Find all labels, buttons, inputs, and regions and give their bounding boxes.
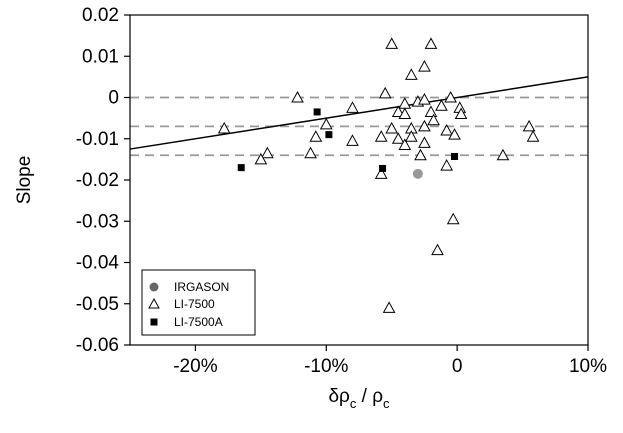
point-li7500 <box>418 136 431 148</box>
point-li7500 <box>309 130 323 142</box>
y-tick-label: -0.06 <box>76 335 119 356</box>
point-li7500 <box>454 107 468 119</box>
fit-line <box>129 76 589 150</box>
x-tick-label: 0 <box>452 356 463 377</box>
point-li7500 <box>374 130 388 142</box>
point-li7500 <box>378 86 392 99</box>
fit-line-group <box>129 76 589 150</box>
point-li7500 <box>522 119 536 132</box>
point-li7500 <box>391 132 405 144</box>
point-li7500 <box>391 105 405 117</box>
y-axis: 0.02 0.01 0 -0.01 -0.02 -0.03 -0.04 -0.05 -0.06 <box>76 5 130 356</box>
y-tick-label: 0.01 <box>82 46 119 67</box>
point-li7500 <box>385 37 399 49</box>
point-li7500 <box>435 99 448 111</box>
point-li7500 <box>304 146 317 159</box>
point-li7500a <box>451 152 459 160</box>
point-li7500 <box>440 123 454 136</box>
point-li7500 <box>404 68 418 80</box>
point-li7500 <box>444 90 457 103</box>
x-axis-label-numerator: δρ <box>328 386 350 407</box>
legend-marker-irgason <box>149 282 159 292</box>
x-tick-label: 10% <box>569 356 607 377</box>
point-li7500 <box>414 148 427 161</box>
x-tick-label: -10% <box>304 356 348 377</box>
point-li7500a <box>325 131 333 139</box>
point-li7500 <box>385 121 399 134</box>
point-li7500 <box>261 146 274 159</box>
legend: IRGASON LI-7500 LI-7500A <box>141 269 256 336</box>
x-axis-label-sub2: c <box>383 396 390 411</box>
point-li7500 <box>374 167 388 179</box>
legend-label-li7500a: LI-7500A <box>174 315 223 329</box>
point-li7500 <box>448 128 461 140</box>
x-axis-label-divider: / ρ <box>356 386 383 407</box>
x-axis-label-sub1: c <box>350 396 357 411</box>
point-li7500 <box>346 134 359 146</box>
point-li7500 <box>418 93 431 105</box>
point-li7500 <box>398 107 412 119</box>
point-li7500 <box>431 243 444 256</box>
legend-marker-li7500 <box>148 297 160 309</box>
legend-label-li7500: LI-7500 <box>174 297 215 311</box>
point-li7500 <box>424 37 438 49</box>
y-axis-label: Slope <box>14 156 35 205</box>
point-li7500 <box>404 130 418 142</box>
point-li7500 <box>496 148 510 161</box>
point-li7500 <box>346 101 359 113</box>
point-li7500 <box>418 60 431 72</box>
point-li7500 <box>319 117 333 130</box>
point-li7500 <box>427 113 440 126</box>
y-tick-label: 0.02 <box>82 5 119 26</box>
point-li7500 <box>382 301 396 313</box>
point-li7500a <box>237 164 245 172</box>
y-tick-label: -0.03 <box>76 211 119 232</box>
point-li7500a <box>313 108 321 116</box>
y-tick-label: 0 <box>108 88 119 109</box>
x-axis: -20% -10% 0 10% <box>173 345 607 377</box>
point-irgason <box>412 168 423 179</box>
point-li7500 <box>418 119 431 132</box>
point-li7500 <box>398 138 412 150</box>
legend-box <box>141 269 256 336</box>
legend-label-irgason: IRGASON <box>174 280 229 294</box>
data-points <box>217 37 540 313</box>
point-li7500a <box>379 164 387 172</box>
point-li7500 <box>217 121 231 134</box>
point-li7500 <box>440 159 454 171</box>
x-tick-label: -20% <box>173 356 217 377</box>
point-li7500 <box>526 130 540 142</box>
y-tick-label: -0.01 <box>76 129 119 150</box>
x-axis-label: δρc / ρc <box>328 386 390 411</box>
y-tick-label: -0.04 <box>76 253 120 274</box>
point-li7500 <box>291 90 304 103</box>
y-tick-label: -0.05 <box>76 294 119 315</box>
legend-marker-li7500a <box>150 318 158 326</box>
point-li7500 <box>446 212 460 225</box>
y-tick-label: -0.02 <box>76 170 119 191</box>
point-li7500 <box>254 152 268 165</box>
reference-lines <box>130 96 588 157</box>
